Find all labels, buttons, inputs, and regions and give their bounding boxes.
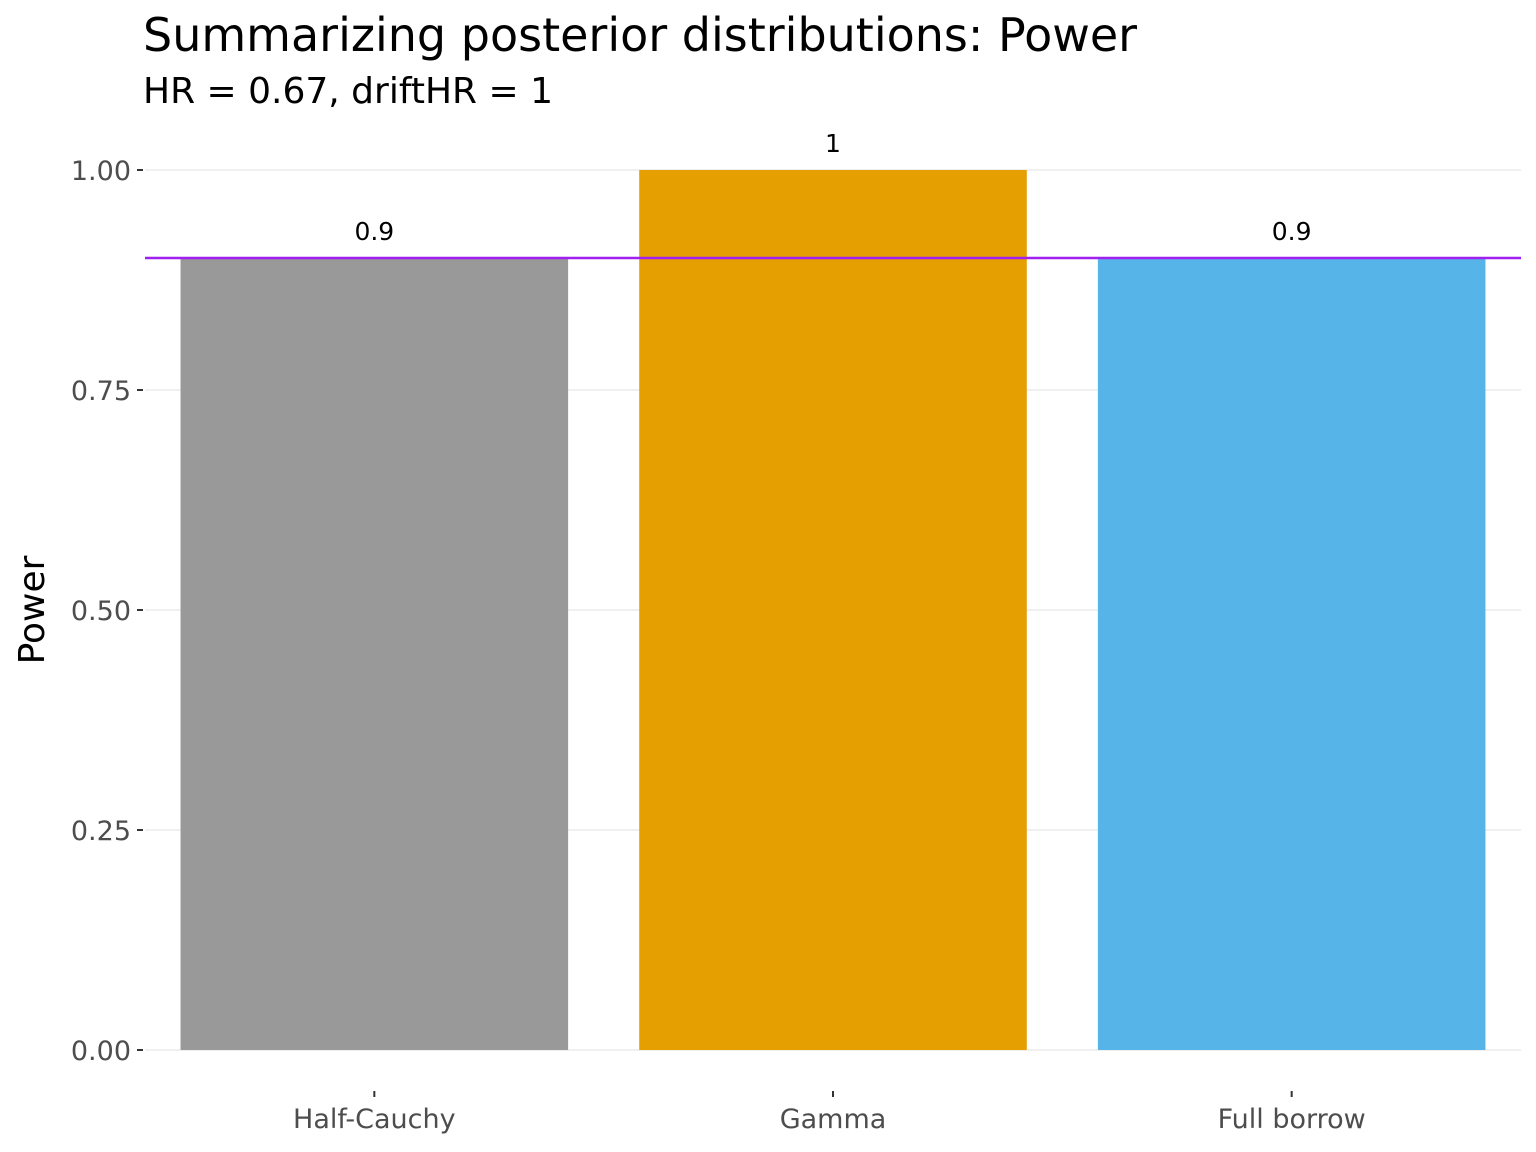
y-axis-label: Power — [12, 555, 53, 664]
bars — [180, 170, 1486, 1050]
y-tick-label: 0.00 — [71, 1036, 131, 1067]
bar-half-cauchy — [180, 258, 569, 1050]
data-labels: 0.9 1 0.9 — [354, 129, 1311, 246]
x-tick-label: Half-Cauchy — [293, 1104, 456, 1135]
bar-full-borrow — [1097, 258, 1486, 1050]
bar-value-label: 1 — [825, 129, 841, 158]
x-tick-label: Gamma — [780, 1104, 887, 1135]
chart-title: Summarizing posterior distributions: Pow… — [143, 8, 1137, 62]
y-tick-label: 1.00 — [71, 156, 131, 187]
bar-value-label: 0.9 — [1272, 217, 1312, 246]
y-tick-label: 0.75 — [71, 376, 131, 407]
y-tick-label: 0.50 — [71, 596, 131, 627]
chart-subtitle: HR = 0.67, driftHR = 1 — [143, 71, 553, 112]
x-axis: Half-Cauchy Gamma Full borrow — [293, 1091, 1366, 1135]
bar-value-label: 0.9 — [354, 217, 394, 246]
y-tick-label: 0.25 — [71, 816, 131, 847]
y-axis: 0.00 0.25 0.50 0.75 1.00 — [71, 156, 143, 1067]
x-tick-label: Full borrow — [1218, 1104, 1366, 1135]
bar-gamma — [639, 170, 1027, 1050]
